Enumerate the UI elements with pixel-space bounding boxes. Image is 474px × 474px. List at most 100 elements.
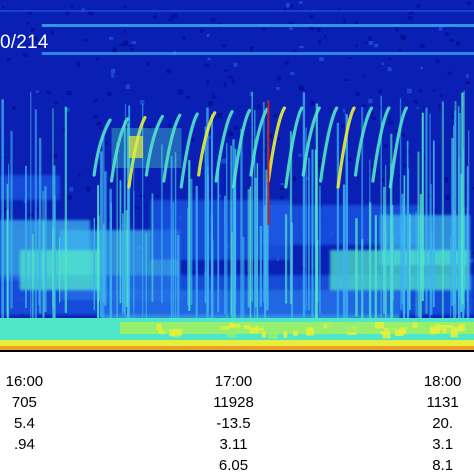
band-hotspot [329,326,339,334]
noise-speck [110,68,116,74]
noise-speck [223,69,229,72]
tick-label: 18:00 [423,373,462,390]
vertical-streak [453,110,457,304]
tick-label: 11928 [213,394,254,411]
band-hotspot [169,329,174,337]
tick-label: .94 [13,436,35,453]
noise-speck [292,176,296,181]
band-hotspot [380,331,389,335]
vertical-streak [226,143,228,323]
vertical-streak [133,190,135,324]
vertical-streak [361,107,364,312]
vertical-streak [123,120,126,316]
noise-speck [112,49,117,54]
vertical-streak [177,235,180,322]
vertical-streak [368,202,372,329]
noise-speck [23,53,28,57]
noise-speck [88,10,94,16]
noise-speck [288,4,293,9]
noise-speck [433,208,437,213]
noise-speck [289,26,293,30]
band-hotspot [158,330,166,334]
band-hotspot [228,323,240,328]
noise-speck [12,105,16,111]
vertical-streak [43,220,45,320]
band-hotspot [290,324,297,332]
tick-label: 1131 [426,394,459,411]
band-hotspot [429,326,437,335]
vertical-streak [451,138,454,307]
noise-speck [449,39,454,42]
vertical-streak [31,233,34,326]
noise-speck [445,178,448,183]
vertical-streak [463,90,465,310]
band-hotspot [269,324,276,332]
noise-speck [471,187,474,190]
noise-speck [228,131,234,137]
noise-speck [64,107,70,112]
vertical-streak [1,99,4,322]
band-hotspot [458,323,465,331]
vertical-streak [44,186,47,312]
vertical-streak [25,165,27,308]
noise-speck [445,194,450,200]
vertical-streak [34,109,37,321]
tick-label: 8.1 [432,457,454,474]
noise-speck [368,98,373,104]
vertical-streak [64,106,68,313]
noise-speck [368,35,372,41]
vertical-streak [59,236,61,303]
chorus-riser [353,106,374,177]
red-marker [267,100,270,225]
noise-speck [454,313,459,318]
noise-speck [344,113,347,116]
band-hotspot [450,329,458,338]
vertical-streak [210,114,213,328]
tick-label: 5.4 [13,415,35,432]
vertical-streak [232,139,235,318]
noise-speck [233,62,238,67]
chorus-riser [162,113,182,183]
noise-speck [276,87,280,91]
noise-speck [51,30,54,35]
noise-speck [6,57,11,62]
noise-speck [249,47,253,52]
vertical-streak [230,145,232,316]
chorus-riser [109,117,130,183]
noise-speck [83,38,88,42]
vertical-streak [307,157,310,311]
noise-speck [368,40,373,45]
chorus-riser [197,111,217,177]
noise-speck [257,104,261,109]
noise-speck [208,101,213,106]
noise-speck [69,187,74,192]
noise-speck [2,33,7,39]
noise-speck [212,92,215,97]
band-hotspot [255,325,264,332]
band-hotspot [220,326,230,330]
noise-speck [273,114,277,118]
noise-speck [306,176,309,181]
tick-label: 6.05 [218,457,249,474]
top-horizontal-lines [0,10,474,55]
band-hotspot [243,324,250,329]
noise-speck [363,42,368,45]
vertical-streak [128,105,131,329]
noise-speck [316,27,321,32]
noise-speck [69,5,74,8]
vertical-streak [319,185,321,314]
band-hotspot [357,323,367,331]
noise-speck [123,5,127,8]
noise-speck [400,34,404,40]
band-hotspot [156,324,162,331]
noise-speck [299,85,304,91]
vertical-streak [302,92,306,329]
band-hotspot [389,327,395,332]
band-hotspot [293,330,298,337]
noise-speck [96,121,102,126]
axis-row: .94 3.11 3.1 [0,434,474,456]
noise-speck [93,115,98,119]
noise-speck [99,127,103,130]
tick-label: 20. [432,415,454,432]
noise-speck [76,62,81,67]
